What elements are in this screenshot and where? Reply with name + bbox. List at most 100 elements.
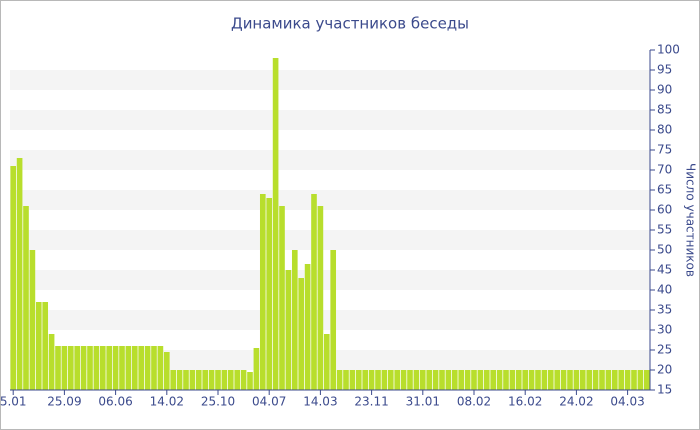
- bar: [247, 372, 253, 390]
- y-tick-label: 50: [657, 243, 672, 257]
- bar: [599, 370, 605, 390]
- bar: [272, 58, 279, 390]
- bar: [138, 346, 145, 390]
- bar: [16, 158, 23, 390]
- x-tick-label: 24.02: [559, 395, 593, 409]
- y-tick-label: 65: [657, 183, 672, 197]
- x-tick-label: 31.01: [406, 395, 440, 409]
- y-tick-label: 90: [657, 83, 672, 97]
- bar: [202, 370, 209, 390]
- x-tick-label: 16.02: [508, 395, 542, 409]
- bar: [362, 370, 369, 390]
- y-tick-label: 85: [657, 103, 672, 117]
- bar: [483, 370, 490, 390]
- y-tick-label: 35: [657, 303, 672, 317]
- grid-band: [10, 110, 650, 130]
- bar: [509, 370, 516, 390]
- bar: [87, 346, 93, 390]
- grid-band: [10, 310, 650, 330]
- bar: [567, 370, 573, 390]
- bar: [285, 270, 292, 390]
- bar: [387, 370, 394, 390]
- y-tick-label: 95: [657, 63, 672, 77]
- x-tick-label: 25.09: [47, 395, 81, 409]
- bar: [266, 198, 273, 390]
- bar: [42, 302, 49, 390]
- bar: [240, 370, 247, 390]
- y-tick-label: 45: [657, 263, 672, 277]
- bar: [637, 370, 644, 390]
- y-tick-label: 25: [657, 343, 672, 357]
- bar: [413, 370, 420, 390]
- bar: [99, 346, 106, 390]
- y-tick-label: 15: [657, 383, 672, 397]
- bar: [535, 370, 541, 390]
- bar: [458, 370, 465, 390]
- bar: [144, 346, 151, 390]
- bar: [125, 346, 132, 390]
- bar: [400, 370, 407, 390]
- bar: [304, 264, 311, 390]
- bar: [471, 370, 477, 390]
- grid-band: [10, 230, 650, 250]
- bar: [112, 346, 119, 390]
- bar: [336, 370, 343, 390]
- bar: [163, 352, 170, 390]
- bar: [10, 166, 17, 390]
- x-tick-label: 14.02: [150, 395, 184, 409]
- y-tick-label: 30: [657, 323, 672, 337]
- x-tick-label: 23.11: [354, 395, 388, 409]
- bar: [605, 370, 612, 390]
- bar: [343, 370, 349, 390]
- bar: [55, 346, 61, 390]
- bar: [48, 334, 55, 390]
- y-tick-label: 70: [657, 163, 672, 177]
- bar: [554, 370, 561, 390]
- bar: [170, 370, 177, 390]
- bar: [176, 370, 183, 390]
- bar: [490, 370, 497, 390]
- y-tick-label: 100: [657, 43, 680, 57]
- bar: [573, 370, 580, 390]
- bar: [522, 370, 529, 390]
- bar: [23, 206, 29, 390]
- bar: [541, 370, 548, 390]
- bar: [157, 346, 164, 390]
- grid-band: [10, 190, 650, 210]
- bar: [560, 370, 567, 390]
- bar: [349, 370, 356, 390]
- bar: [579, 370, 586, 390]
- bar: [528, 370, 535, 390]
- x-tick-label: 06.06: [98, 395, 132, 409]
- bar: [317, 206, 324, 390]
- bar: [195, 370, 202, 390]
- bar: [426, 370, 433, 390]
- bar: [368, 370, 375, 390]
- bar: [215, 370, 221, 390]
- bar: [311, 194, 317, 390]
- x-tick-label: 08.02: [457, 395, 491, 409]
- bar: [419, 370, 426, 390]
- y-axis-label: Число участников: [684, 163, 698, 277]
- y-tick-label: 80: [657, 123, 672, 137]
- bar: [618, 370, 625, 390]
- bar: [451, 370, 458, 390]
- bar: [330, 250, 337, 390]
- bar: [227, 370, 234, 390]
- bar: [119, 346, 125, 390]
- y-tick-label: 60: [657, 203, 672, 217]
- y-tick-label: 20: [657, 363, 672, 377]
- bar: [515, 370, 522, 390]
- bar: [259, 194, 266, 390]
- bar: [477, 370, 484, 390]
- x-tick-label: 25.10: [201, 395, 235, 409]
- bar: [221, 370, 228, 390]
- grid-band: [10, 350, 650, 370]
- bar: [80, 346, 87, 390]
- bar: [298, 278, 305, 390]
- bar: [234, 370, 241, 390]
- bar: [445, 370, 452, 390]
- bar: [183, 370, 189, 390]
- bar: [279, 206, 285, 390]
